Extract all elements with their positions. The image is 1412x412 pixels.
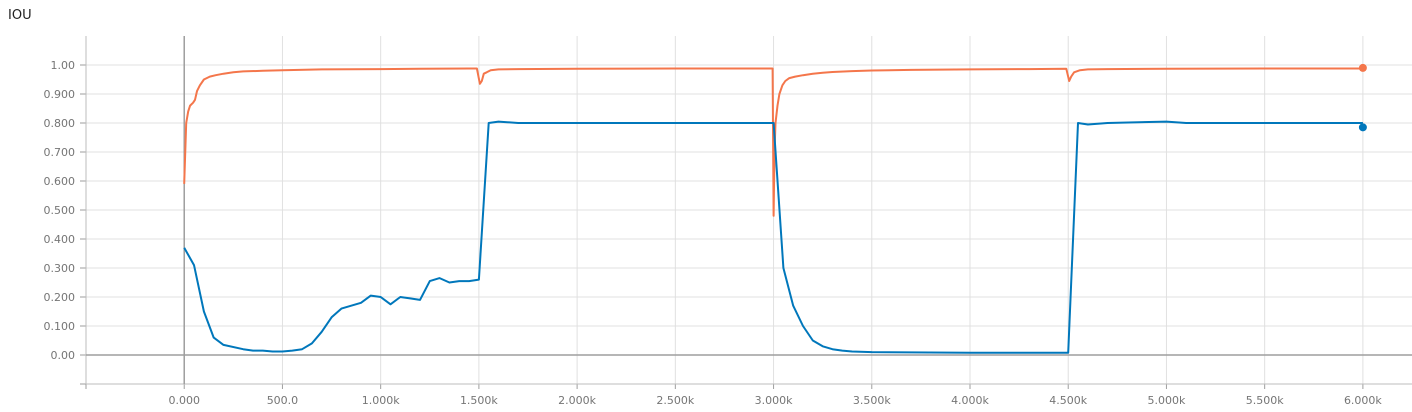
x-tick-label: 500.0 [267, 394, 299, 407]
x-tick-label: 4.500k [1049, 394, 1087, 407]
series-lines [183, 67, 1363, 354]
x-tick-label: 5.500k [1246, 394, 1284, 407]
y-tick-label: 0.900 [44, 88, 76, 101]
x-tick-label: 6.000k [1344, 394, 1382, 407]
y-tick-label: 1.00 [51, 59, 76, 72]
x-tick-label: 3.500k [853, 394, 891, 407]
x-tick-label: 2.000k [558, 394, 596, 407]
y-tick-label: 0.400 [44, 233, 76, 246]
x-tick-label: 1.500k [460, 394, 498, 407]
y-tick-label: 0.600 [44, 175, 76, 188]
axes [80, 36, 1412, 389]
x-tick-label: 2.500k [656, 394, 694, 407]
series-line-1 [183, 120, 1363, 354]
x-tick-label: 4.000k [951, 394, 989, 407]
x-tick-label: 5.000k [1148, 394, 1186, 407]
x-tick-label: 0.000 [168, 394, 200, 407]
y-tick-label: 0.100 [44, 320, 76, 333]
y-tick-label: 0.300 [44, 262, 76, 275]
grid [86, 36, 1412, 384]
end-markers [1358, 63, 1367, 132]
y-tick-label: 0.800 [44, 117, 76, 130]
tick-labels: 0.000 500.0 1.000k 1.500k 2.000k 2.500k 3.000k… [44, 59, 1383, 407]
end-marker-0 [1358, 63, 1367, 72]
chart-title: IOU [8, 8, 32, 23]
x-tick-label: 3.000k [755, 394, 793, 407]
y-tick-label: 0.700 [44, 146, 76, 159]
y-tick-label: 0.500 [44, 204, 76, 217]
x-tick-label: 1.000k [362, 394, 400, 407]
y-tick-label: 0.200 [44, 291, 76, 304]
end-marker-1 [1358, 123, 1367, 132]
series-line-0 [183, 67, 1363, 217]
y-tick-label: 0.00 [51, 349, 76, 362]
